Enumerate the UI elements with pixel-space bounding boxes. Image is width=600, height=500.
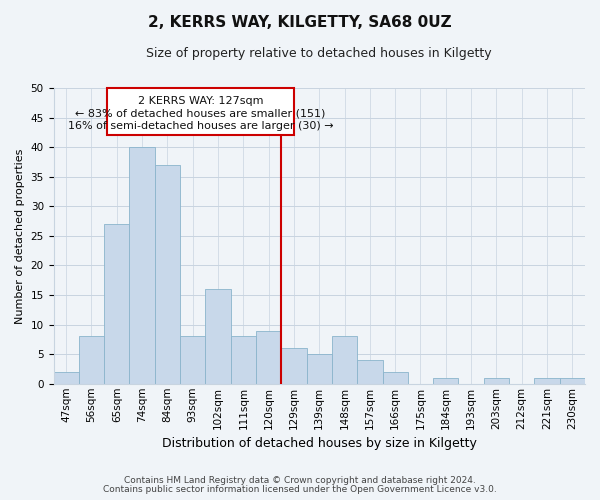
Bar [256, 330, 281, 384]
Bar [535, 378, 560, 384]
Text: Contains HM Land Registry data © Crown copyright and database right 2024.: Contains HM Land Registry data © Crown c… [124, 476, 476, 485]
Bar [180, 336, 205, 384]
Bar [281, 348, 307, 384]
Bar [130, 147, 155, 384]
Bar [104, 224, 130, 384]
Text: 2, KERRS WAY, KILGETTY, SA68 0UZ: 2, KERRS WAY, KILGETTY, SA68 0UZ [148, 15, 452, 30]
Text: Contains public sector information licensed under the Open Government Licence v3: Contains public sector information licen… [103, 485, 497, 494]
Bar [230, 336, 256, 384]
Bar [383, 372, 408, 384]
Bar [79, 336, 104, 384]
Bar [332, 336, 357, 384]
Y-axis label: Number of detached properties: Number of detached properties [15, 148, 25, 324]
Bar [560, 378, 585, 384]
Text: 16% of semi-detached houses are larger (30) →: 16% of semi-detached houses are larger (… [68, 121, 333, 131]
Text: ← 83% of detached houses are smaller (151): ← 83% of detached houses are smaller (15… [75, 108, 326, 118]
Bar [155, 165, 180, 384]
FancyBboxPatch shape [107, 88, 294, 136]
Bar [484, 378, 509, 384]
Bar [433, 378, 458, 384]
Bar [307, 354, 332, 384]
Title: Size of property relative to detached houses in Kilgetty: Size of property relative to detached ho… [146, 48, 492, 60]
X-axis label: Distribution of detached houses by size in Kilgetty: Distribution of detached houses by size … [162, 437, 477, 450]
Bar [53, 372, 79, 384]
Bar [205, 289, 230, 384]
Text: 2 KERRS WAY: 127sqm: 2 KERRS WAY: 127sqm [137, 96, 263, 106]
Bar [357, 360, 383, 384]
